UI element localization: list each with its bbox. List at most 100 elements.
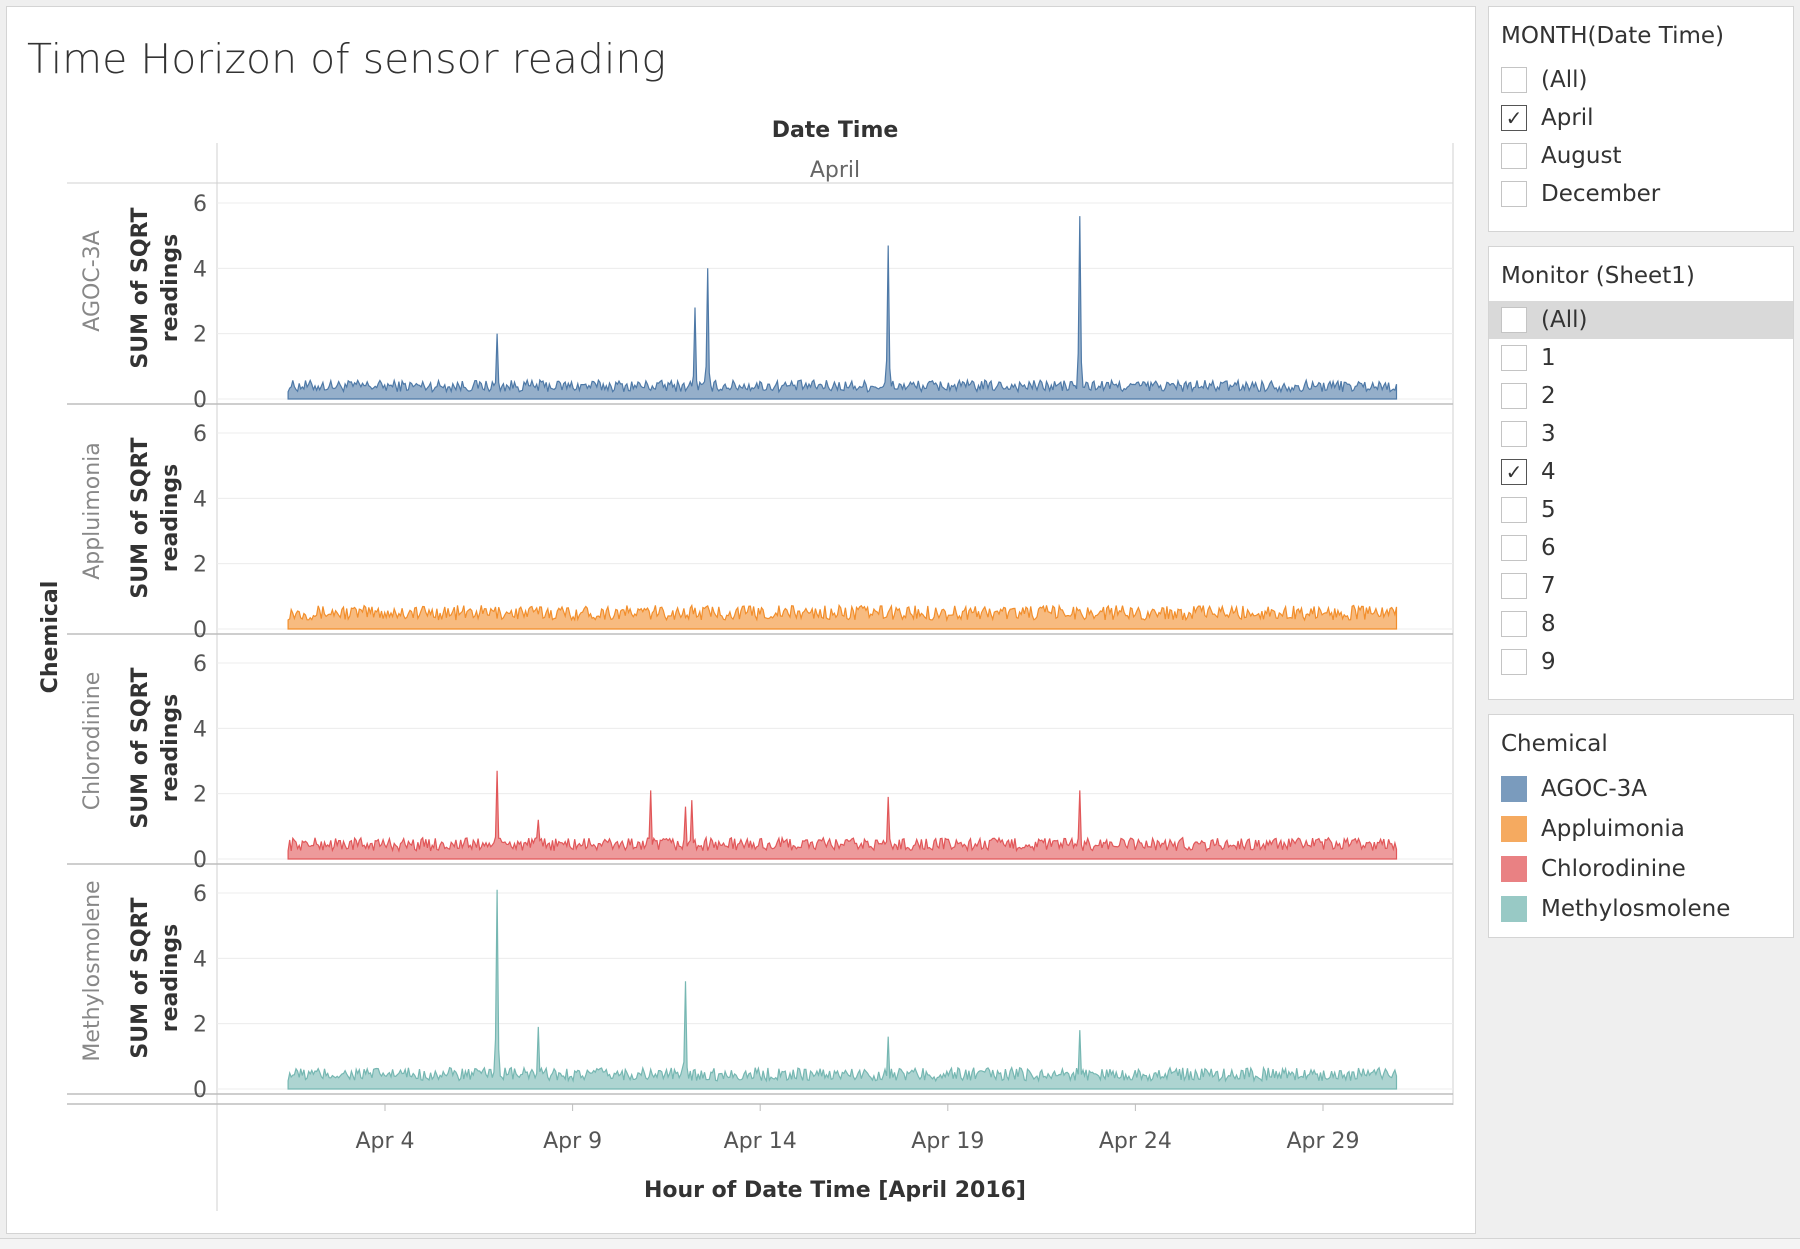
legend-swatch [1501,816,1527,842]
month-filter-item[interactable]: (All) [1489,61,1793,99]
legend-label: Chlorodinine [1541,856,1686,882]
legend-item[interactable]: Appluimonia [1489,809,1793,849]
y-tick-label: 0 [193,618,207,643]
column-header-value: April [810,158,860,183]
legend-label: Appluimonia [1541,816,1685,842]
month-filter-item[interactable]: ✓ April [1489,99,1793,137]
checkbox-icon[interactable] [1501,611,1527,637]
panel-1: 0 2 4 6 SUM of SQRT readings AGOC-3A [67,192,1453,413]
panel-3: 0 2 4 6 SUM of SQRT readings Chlorodinine [67,652,1453,873]
month-filter-label: December [1541,181,1661,207]
checkbox-checked-icon[interactable]: ✓ [1501,105,1527,131]
y-tick-label: 4 [193,257,207,282]
y-tick-label: 2 [193,553,207,578]
y-tick-label: 6 [193,192,207,217]
legend-item[interactable]: AGOC-3A [1489,769,1793,809]
legend-title: Chemical [1501,731,1608,757]
y-axis-label: readings [158,234,183,342]
monitor-filter-item[interactable]: 1 [1489,339,1793,377]
month-filter-item[interactable]: August [1489,137,1793,175]
y-tick-label: 6 [193,422,207,447]
y-axis-label: readings [158,924,183,1032]
legend-item[interactable]: Methylosmolene [1489,889,1793,929]
checkbox-icon[interactable] [1501,181,1527,207]
checkbox-icon[interactable] [1501,383,1527,409]
series-area [287,889,1398,1090]
legend-item[interactable]: Chlorodinine [1489,849,1793,889]
monitor-filter-label: 1 [1541,345,1556,371]
row-header-value: AGOC-3A [80,230,105,331]
y-tick-label: 6 [193,882,207,907]
series-area [287,770,1398,860]
y-axis-label: SUM of SQRT [128,667,153,828]
monitor-filter-label: 7 [1541,573,1556,599]
row-header-value: Chlorodinine [80,672,105,811]
legend-swatch [1501,776,1527,802]
y-tick-label: 4 [193,947,207,972]
monitor-filter-label: 8 [1541,611,1556,637]
y-axis-label: SUM of SQRT [128,207,153,368]
monitor-filter-item[interactable]: 7 [1489,567,1793,605]
monitor-filter-item[interactable]: 8 [1489,605,1793,643]
checkbox-icon[interactable] [1501,535,1527,561]
monitor-filter-item[interactable]: 5 [1489,491,1793,529]
x-tick-label: Apr 14 [724,1129,797,1154]
x-tick-label: Apr 29 [1286,1129,1359,1154]
y-axis-label: SUM of SQRT [128,897,153,1058]
month-filter-label: April [1541,105,1594,131]
color-legend-card: Chemical AGOC-3A Appluimonia Chlorodinine M… [1488,714,1794,938]
checkbox-icon[interactable] [1501,497,1527,523]
month-filter-label: August [1541,143,1622,169]
x-tick-label: Apr 24 [1099,1129,1172,1154]
monitor-filter-item[interactable]: 9 [1489,643,1793,681]
checkbox-icon[interactable] [1501,421,1527,447]
monitor-filter-label: 3 [1541,421,1556,447]
monitor-filter-item[interactable]: 6 [1489,529,1793,567]
monitor-filter-item[interactable]: 3 [1489,415,1793,453]
column-header-title: Date Time [772,118,899,143]
checkbox-icon[interactable] [1501,143,1527,169]
checkbox-checked-icon[interactable]: ✓ [1501,459,1527,485]
x-tick-label: Apr 19 [911,1129,984,1154]
monitor-filter-item[interactable]: (All) [1489,301,1793,339]
month-filter-title: MONTH(Date Time) [1501,23,1725,49]
y-tick-label: 0 [193,848,207,873]
monitor-filter-label: 4 [1541,459,1556,485]
month-filter-card: MONTH(Date Time) (All) ✓ April August Decemb… [1488,6,1794,232]
monitor-filter-label: 2 [1541,383,1556,409]
monitor-filter-card: Monitor (Sheet1) (All) 1 2 3 ✓ 4 5 6 7 8 9 [1488,246,1794,700]
checkbox-icon[interactable] [1501,307,1527,333]
legend-swatch [1501,896,1527,922]
legend-label: Methylosmolene [1541,896,1731,922]
monitor-filter-label: 6 [1541,535,1556,561]
y-axis-label: SUM of SQRT [128,437,153,598]
y-tick-label: 2 [193,1013,207,1038]
checkbox-icon[interactable] [1501,345,1527,371]
checkbox-icon[interactable] [1501,67,1527,93]
monitor-filter-label: 9 [1541,649,1556,675]
sheet-tab-strip [0,1238,1800,1249]
y-axis-label: readings [158,464,183,572]
page-title: Time Horizon of sensor reading [27,35,666,83]
panel-4: 0 2 4 6 SUM of SQRT readings Methylosmolene [67,880,1453,1103]
month-filter-label: (All) [1541,67,1588,93]
row-header-title: Chemical [38,581,63,694]
y-tick-label: 6 [193,652,207,677]
checkbox-icon[interactable] [1501,649,1527,675]
legend-swatch [1501,856,1527,882]
checkbox-icon[interactable] [1501,573,1527,599]
monitor-filter-item[interactable]: ✓ 4 [1489,453,1793,491]
month-filter-item[interactable]: December [1489,175,1793,213]
y-tick-label: 4 [193,717,207,742]
y-tick-label: 0 [193,1078,207,1103]
y-tick-label: 2 [193,783,207,808]
monitor-filter-title: Monitor (Sheet1) [1501,263,1695,289]
series-area [287,603,1398,630]
monitor-filter-item[interactable]: 2 [1489,377,1793,415]
y-tick-label: 4 [193,487,207,512]
x-tick-label: Apr 4 [355,1129,414,1154]
y-tick-label: 2 [193,323,207,348]
monitor-filter-label: (All) [1541,307,1588,333]
x-tick-label: Apr 9 [543,1129,602,1154]
